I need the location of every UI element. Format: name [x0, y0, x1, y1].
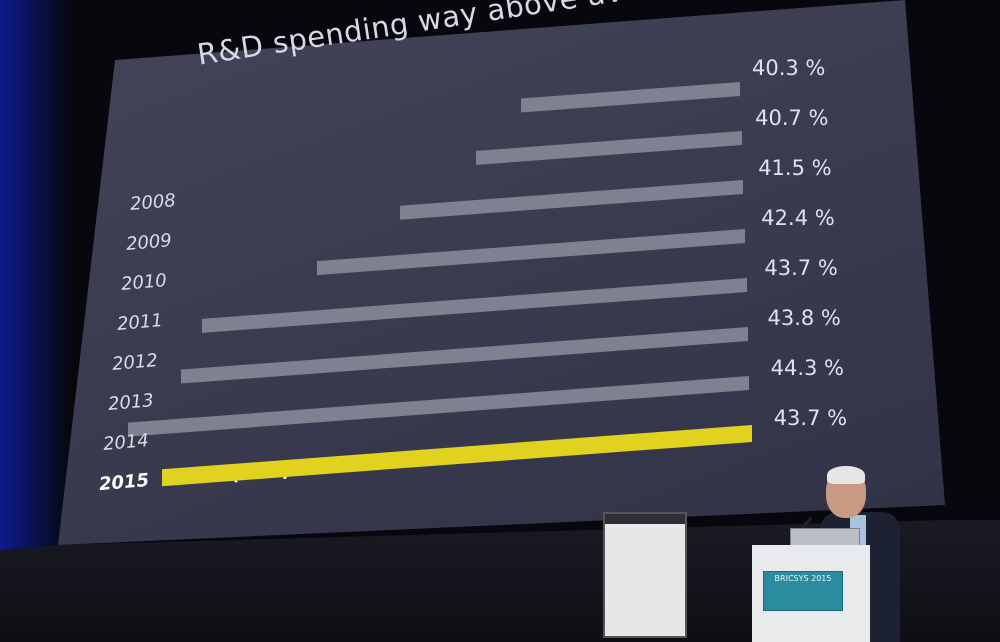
year-label-2010: 2010: [120, 270, 168, 295]
value-label-2012: 43.7 %: [764, 256, 838, 280]
year-label-2009: 2009: [124, 230, 173, 255]
year-label-2011: 2011: [115, 310, 164, 335]
value-label-2009: 40.7 %: [755, 106, 829, 130]
value-label-2013: 43.8 %: [767, 306, 841, 330]
year-label-2015: 2015: [97, 469, 150, 496]
value-label-2014: 44.3 %: [770, 356, 844, 380]
speaker-hair: [827, 466, 865, 484]
year-label-2014: 2014: [102, 430, 150, 455]
flipchart: [603, 512, 687, 638]
value-label-2010: 41.5 %: [758, 156, 832, 180]
stage-lighting: [0, 0, 70, 642]
value-label-2008: 40.3 %: [752, 56, 826, 80]
podium-sign: BRICSYS 2015: [763, 571, 843, 611]
year-label-2008: 2008: [129, 190, 177, 215]
value-label-2015: 43.7 %: [773, 406, 848, 430]
value-label-2011: 42.4 %: [761, 206, 835, 230]
year-label-2013: 2013: [106, 390, 155, 415]
flipchart-top: [605, 514, 685, 524]
year-label-2012: 2012: [111, 350, 159, 375]
